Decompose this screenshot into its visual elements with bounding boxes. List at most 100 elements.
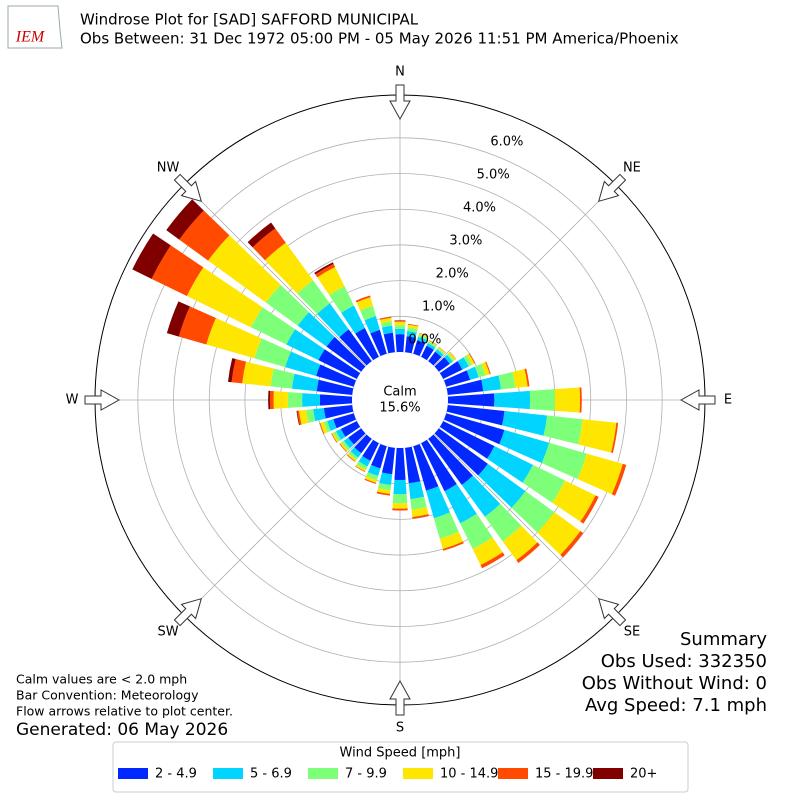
bar-segment <box>485 361 491 375</box>
bar-segment <box>426 343 436 350</box>
direction-label: NE <box>623 161 641 176</box>
bar-segment <box>208 235 281 303</box>
bar-segment <box>408 481 425 500</box>
bar-segment <box>481 362 490 376</box>
bar-segment <box>336 428 346 440</box>
bar-segment <box>354 434 372 454</box>
bar-segment <box>379 316 392 320</box>
bar-segment <box>333 431 341 442</box>
bar-segment <box>370 329 387 357</box>
bar-segment <box>428 434 474 486</box>
bar-segment <box>381 325 393 335</box>
bar-segment <box>317 303 349 338</box>
bar-segment <box>314 262 334 275</box>
bar-segment <box>299 409 309 425</box>
bar-segment <box>529 389 556 411</box>
bar-segment <box>231 359 247 384</box>
bar-segment <box>457 357 469 370</box>
bar-segment <box>315 263 336 278</box>
bar-segment <box>392 508 408 511</box>
bar-segment <box>405 336 416 354</box>
bar-segment <box>339 443 347 452</box>
bar-segment <box>333 413 357 429</box>
flow-arrow <box>84 389 121 411</box>
flow-arrow <box>173 173 203 203</box>
bar-segment <box>522 464 566 503</box>
bar-segment <box>270 368 295 389</box>
bar-segment <box>394 325 406 329</box>
bar-segment <box>319 394 353 406</box>
bar-segment <box>355 295 371 303</box>
bar-segment <box>358 456 371 467</box>
chart-title: Windrose Plot for [SAD] SAFFORD MUNICIPA… <box>80 11 419 29</box>
summary-line: Obs Used: 332350 <box>601 651 767 672</box>
bar-segment <box>380 321 393 328</box>
bar-segment <box>356 461 368 470</box>
bar-segment <box>348 451 359 460</box>
bar-segment <box>446 379 484 395</box>
flow-arrow-shape <box>84 389 121 411</box>
bar-segment <box>273 391 289 409</box>
bar-segment <box>394 447 406 481</box>
bar-segment <box>327 419 337 431</box>
bar-segment <box>468 353 476 364</box>
bar-segment <box>446 405 505 426</box>
flow-arrow-shape <box>173 597 203 627</box>
direction-label: SW <box>158 624 179 639</box>
bar-segment <box>418 334 428 340</box>
legend-box <box>112 741 689 793</box>
bar-segment <box>417 336 427 344</box>
bar-segment <box>286 329 325 361</box>
legend-swatch <box>308 768 338 779</box>
bar-segment <box>317 267 345 296</box>
bar-segment <box>466 366 479 380</box>
bar-segment <box>410 496 427 510</box>
summary-line: Obs Without Wind: 0 <box>582 673 767 694</box>
bar-segment <box>407 327 418 333</box>
direction-label: E <box>724 393 732 408</box>
bar-segment <box>580 495 599 524</box>
bar-segment <box>285 351 321 376</box>
bar-segment <box>323 405 354 419</box>
grid-spoke <box>184 433 367 616</box>
bar-segment <box>407 324 419 330</box>
bar-segment <box>394 321 406 326</box>
bar-segment <box>439 531 464 550</box>
bar-segment <box>443 370 471 387</box>
bar-segment <box>356 297 373 311</box>
legend-swatch <box>498 768 528 779</box>
bar-segment <box>543 415 583 445</box>
bar-segment <box>524 368 530 387</box>
bar-segment <box>166 301 190 337</box>
bar-segment <box>364 476 378 483</box>
y-tick-label: 1.0% <box>422 299 455 314</box>
bar-segment <box>428 340 438 347</box>
bar-segment <box>166 199 204 240</box>
bar-segment <box>313 408 326 422</box>
legend-title: Wind Speed [mph] <box>340 746 461 761</box>
bar-segment <box>487 446 533 483</box>
flow-arrow-shape <box>679 389 716 411</box>
bar-segment <box>392 503 408 509</box>
bar-segment <box>411 507 429 517</box>
bar-segment <box>444 484 477 524</box>
bar-segment <box>381 446 395 475</box>
bar-segment <box>442 541 464 551</box>
bar-segment <box>418 333 429 338</box>
direction-label: SE <box>624 624 640 639</box>
bar-segment <box>407 323 419 327</box>
y-tick-label: 3.0% <box>449 234 482 249</box>
bar-segment <box>366 472 379 481</box>
bar-segment <box>296 410 300 426</box>
direction-label: NW <box>157 161 180 176</box>
bar-segment <box>395 328 405 335</box>
bar-segment <box>444 354 453 364</box>
bar-segment <box>371 443 387 469</box>
bar-segment <box>501 410 548 436</box>
bar-segment <box>316 379 354 395</box>
bar-segment <box>405 446 421 484</box>
bar-segment <box>242 361 274 387</box>
bar-segment <box>421 439 457 492</box>
